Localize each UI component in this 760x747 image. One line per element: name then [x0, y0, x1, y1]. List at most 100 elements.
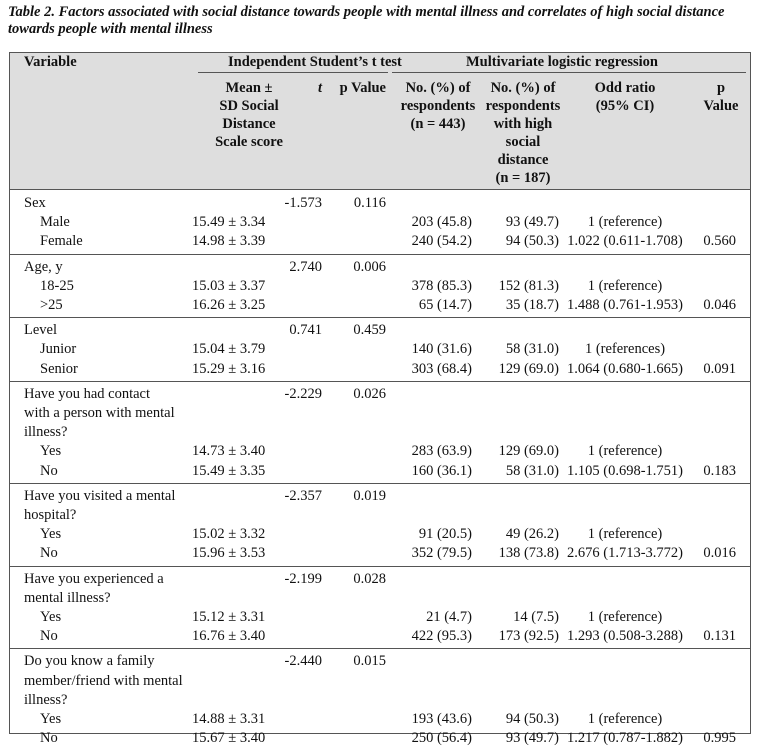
n-all: 140 (31.6)	[411, 341, 472, 358]
row-label: No	[40, 462, 58, 479]
group-divider	[10, 380, 750, 382]
header-variable: Variable	[24, 54, 77, 70]
mean-line: Scale score	[215, 134, 283, 150]
group-label: Have you visited a mental	[24, 487, 176, 504]
odds-ratio: 1 (reference)	[587, 609, 663, 625]
t-value: -2.229	[284, 385, 322, 402]
or-line: (95% CI)	[595, 98, 655, 114]
p-value: 0.019	[353, 487, 386, 504]
table-header	[10, 53, 750, 189]
n_high-line: No. (%) of	[490, 80, 556, 96]
n-all: 378 (85.3)	[411, 277, 472, 294]
odds-ratio: 1 (reference)	[587, 711, 663, 727]
p-value-2: 0.995	[703, 730, 736, 747]
mean-sd: 15.04 ± 3.79	[192, 341, 266, 358]
group-label: Have you had contact	[24, 385, 151, 402]
header-ttest-group: Independent Student’s t test	[228, 54, 402, 70]
table-caption: Table 2. Factors associated with social …	[8, 4, 725, 37]
odds-ratio: 1.293 (0.508-3.288)	[567, 628, 683, 645]
n_high-line: (n = 187)	[495, 170, 551, 186]
odds-ratio: 1.488 (0.761-1.953)	[567, 297, 683, 313]
n_all-line: (n = 443)	[410, 116, 466, 132]
n-all: 91 (20.5)	[418, 526, 472, 543]
row-label: >25	[40, 297, 63, 313]
odds-ratio: 1.105 (0.698-1.751)	[567, 462, 683, 479]
group-label: illness?	[24, 691, 68, 708]
row-label: Female	[40, 233, 83, 250]
header-p-value-2: p Value	[696, 79, 746, 115]
mean-line: Mean ±	[225, 80, 273, 96]
header-rule-logit	[392, 72, 746, 73]
n-all: 65 (14.7)	[418, 297, 472, 313]
n_high-line: distance	[497, 152, 549, 168]
p-value: 0.006	[353, 258, 386, 275]
mean-sd: 14.88 ± 3.31	[192, 711, 266, 727]
p-value-2: 0.016	[703, 545, 736, 562]
n-high: 49 (26.2)	[505, 526, 559, 543]
n-high: 58 (31.0)	[505, 462, 559, 479]
p-value: 0.026	[353, 385, 386, 402]
mean-sd: 15.96 ± 3.53	[192, 545, 266, 562]
header-p: p Value	[339, 80, 386, 96]
mean-sd: 15.49 ± 3.35	[192, 462, 266, 479]
mean-sd: 15.12 ± 3.31	[192, 609, 266, 625]
n-high: 14 (7.5)	[513, 609, 559, 625]
header-n-all: No. (%) of respondents (n = 443)	[390, 79, 486, 133]
mean-sd: 16.76 ± 3.40	[192, 628, 266, 645]
row-label: Male	[40, 214, 70, 231]
p2-line: p	[716, 80, 726, 96]
odds-ratio: 1 (reference)	[587, 443, 663, 460]
n-all: 250 (56.4)	[411, 730, 472, 747]
mean-sd: 15.02 ± 3.32	[192, 526, 266, 543]
row-label: Yes	[40, 526, 62, 543]
n-high: 93 (49.7)	[505, 730, 559, 747]
header-odds-ratio: Odd ratio (95% CI)	[570, 79, 680, 115]
n-high: 58 (31.0)	[505, 341, 559, 358]
row-label: Yes	[40, 443, 62, 460]
mean-sd: 15.29 ± 3.16	[192, 360, 266, 377]
mean-line: SD Social	[219, 98, 279, 114]
header-rule-ttest	[198, 72, 388, 73]
row-label: No	[40, 628, 58, 645]
header-logit-group: Multivariate logistic regression	[466, 54, 658, 70]
group-label: illness?	[24, 424, 68, 441]
p-value: 0.459	[353, 322, 386, 339]
group-label: Age, y	[24, 258, 63, 275]
t-value: -2.440	[284, 653, 322, 670]
n-high: 173 (92.5)	[498, 628, 559, 645]
t-value: -1.573	[284, 195, 322, 211]
t-value: 0.741	[289, 322, 322, 339]
n-all: 422 (95.3)	[411, 628, 472, 645]
mean-sd: 15.49 ± 3.34	[192, 214, 266, 231]
group-divider	[10, 253, 750, 255]
n-high: 129 (69.0)	[498, 443, 559, 460]
group-label: hospital?	[24, 507, 77, 523]
row-label: 18-25	[40, 277, 74, 294]
p-value: 0.116	[353, 195, 386, 211]
mean-sd: 14.98 ± 3.39	[192, 233, 266, 250]
odds-ratio: 1 (references)	[584, 341, 666, 358]
n-all: 193 (43.6)	[411, 711, 472, 727]
n-high: 94 (50.3)	[505, 233, 559, 250]
mean-sd: 15.67 ± 3.40	[192, 730, 266, 747]
mean-sd: 16.26 ± 3.25	[192, 297, 266, 313]
group-label: Level	[24, 322, 58, 339]
t-value: -2.199	[284, 570, 322, 587]
p-value: 0.028	[353, 570, 386, 587]
group-divider	[10, 565, 750, 567]
odds-ratio: 1.022 (0.611-1.708)	[567, 233, 683, 250]
n-all: 352 (79.5)	[411, 545, 472, 562]
row-label: Senior	[40, 360, 78, 377]
n-high: 93 (49.7)	[505, 214, 559, 231]
n_all-line: respondents	[400, 98, 476, 114]
header-t: t	[317, 80, 322, 96]
odds-ratio: 1 (reference)	[587, 277, 663, 294]
group-divider	[10, 648, 750, 650]
n-high: 129 (69.0)	[498, 360, 559, 377]
n-all: 160 (36.1)	[411, 462, 472, 479]
mean-line: Distance	[222, 116, 276, 132]
group-label: Sex	[24, 195, 46, 211]
n_all-line: No. (%) of	[405, 80, 471, 96]
n_high-line: social	[505, 134, 541, 150]
odds-ratio: 2.676 (1.713-3.772)	[567, 545, 683, 562]
